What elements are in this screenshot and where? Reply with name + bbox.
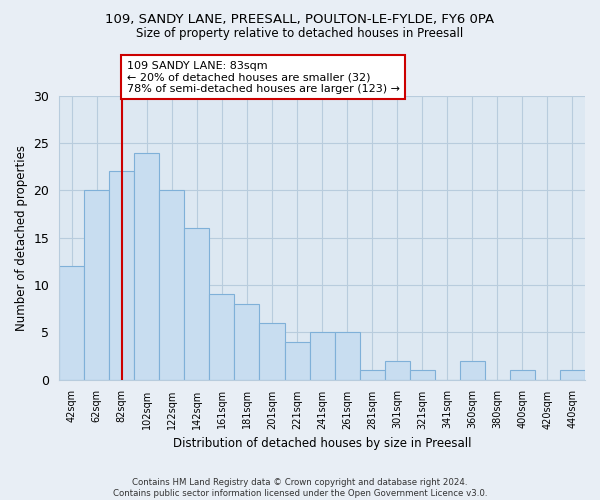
Bar	[59, 266, 84, 380]
Bar	[160, 190, 184, 380]
Bar	[184, 228, 209, 380]
Bar	[84, 190, 109, 380]
Bar	[510, 370, 535, 380]
Bar	[410, 370, 435, 380]
Bar	[359, 370, 385, 380]
Text: 109 SANDY LANE: 83sqm
← 20% of detached houses are smaller (32)
78% of semi-deta: 109 SANDY LANE: 83sqm ← 20% of detached …	[127, 60, 400, 94]
Text: 109, SANDY LANE, PREESALL, POULTON-LE-FYLDE, FY6 0PA: 109, SANDY LANE, PREESALL, POULTON-LE-FY…	[106, 12, 494, 26]
Bar	[235, 304, 259, 380]
Bar	[335, 332, 359, 380]
Y-axis label: Number of detached properties: Number of detached properties	[15, 144, 28, 330]
Bar	[259, 323, 284, 380]
Text: Contains HM Land Registry data © Crown copyright and database right 2024.
Contai: Contains HM Land Registry data © Crown c…	[113, 478, 487, 498]
Bar	[209, 294, 235, 380]
Bar	[460, 360, 485, 380]
Bar	[109, 172, 134, 380]
Bar	[284, 342, 310, 380]
Bar	[310, 332, 335, 380]
Text: Size of property relative to detached houses in Preesall: Size of property relative to detached ho…	[136, 28, 464, 40]
Bar	[385, 360, 410, 380]
Bar	[560, 370, 585, 380]
X-axis label: Distribution of detached houses by size in Preesall: Distribution of detached houses by size …	[173, 437, 472, 450]
Bar	[134, 152, 160, 380]
